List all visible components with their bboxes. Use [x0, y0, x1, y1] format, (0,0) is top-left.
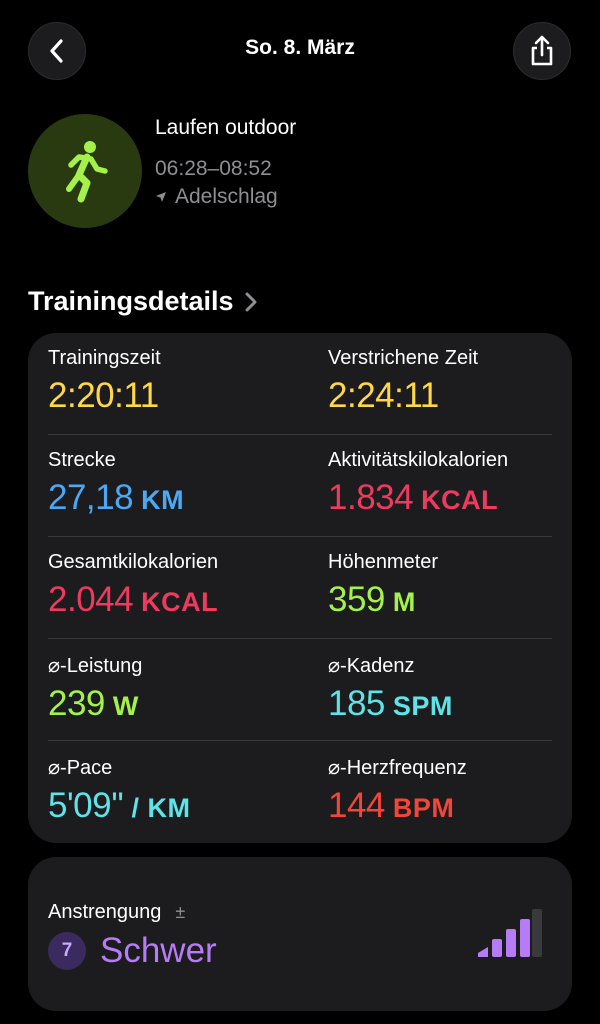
- effort-bars-icon: [478, 909, 542, 957]
- metric-avg-pace: ⌀-Pace 5'09'' / KM: [48, 755, 190, 826]
- metric-value: 1.834 KCAL: [328, 478, 499, 517]
- effort-bar-1: [478, 947, 488, 957]
- share-icon: [531, 35, 553, 66]
- metric-label: Strecke: [48, 449, 116, 471]
- chevron-right-icon: [245, 292, 257, 311]
- metric-total-calories: Gesamtkilokalorien 2.044 KCAL: [48, 551, 218, 620]
- metric-label: ⌀-Herzfrequenz: [328, 757, 467, 779]
- location-name: Adelschlag: [175, 185, 278, 208]
- metric-label: ⌀-Leistung: [48, 655, 143, 677]
- metric-avg-power: ⌀-Leistung 239 W: [48, 653, 142, 724]
- metric-distance: Strecke 27,18 KM: [48, 449, 184, 518]
- effort-bar-5: [532, 909, 542, 957]
- metric-value: 2:24:11: [328, 376, 439, 415]
- effort-bar-4: [520, 919, 530, 957]
- effort-level-row: 7 Schwer: [48, 931, 217, 971]
- effort-level-badge: 7: [48, 932, 86, 970]
- metric-value: 2:20:11: [48, 376, 159, 415]
- effort-label: Anstrengung: [48, 901, 162, 923]
- metric-value: 5'09'' / KM: [48, 786, 191, 825]
- metric-value: 144 BPM: [328, 786, 455, 825]
- effort-bar-2: [492, 939, 502, 957]
- metrics-row: ⌀-Pace 5'09'' / KM ⌀-Herzfrequenz 144 BPM: [48, 741, 552, 843]
- metric-unit: / KM: [131, 793, 191, 823]
- metric-label: Trainingszeit: [48, 347, 161, 369]
- metrics-row: Strecke 27,18 KM Aktivitätskilokalorien 1…: [48, 435, 552, 537]
- metrics-row: Gesamtkilokalorien 2.044 KCAL Höhenmeter …: [48, 537, 552, 639]
- metric-elevation-gain: Höhenmeter 359 M: [328, 551, 438, 620]
- metric-elapsed-time: Verstrichene Zeit 2:24:11: [328, 347, 478, 416]
- back-button[interactable]: [28, 22, 86, 80]
- divider: [48, 434, 552, 435]
- metric-unit: W: [112, 691, 139, 721]
- training-details-card: Trainingszeit 2:20:11 Verstrichene Zeit …: [28, 333, 572, 843]
- location-arrow-icon: [156, 192, 166, 202]
- metric-label: Aktivitätskilokalorien: [328, 449, 509, 471]
- workout-time-range: 06:28–08:52: [155, 157, 272, 180]
- metric-avg-heart-rate: ⌀-Herzfrequenz 144 BPM: [328, 755, 467, 826]
- metrics-row: Trainingszeit 2:20:11 Verstrichene Zeit …: [48, 333, 552, 435]
- page-title: So. 8. März: [245, 36, 355, 59]
- metric-active-calories: Aktivitätskilokalorien 1.834 KCAL: [328, 449, 508, 518]
- workout-name: Laufen outdoor: [155, 116, 297, 139]
- metric-label: ⌀-Kadenz: [328, 655, 415, 677]
- section-title: Trainingsdetails: [28, 286, 234, 316]
- metric-unit: KCAL: [141, 587, 219, 617]
- effort-label-row: Anstrengung ±: [48, 901, 185, 924]
- metric-unit: SPM: [392, 691, 453, 721]
- metric-value: 27,18 KM: [48, 478, 185, 517]
- metric-label: Höhenmeter: [328, 551, 439, 573]
- share-button[interactable]: [513, 22, 571, 80]
- divider: [48, 740, 552, 741]
- running-figure-icon: [66, 141, 108, 203]
- metric-label: ⌀-Pace: [48, 757, 113, 779]
- metric-training-time: Trainingszeit 2:20:11: [48, 347, 161, 416]
- metric-label: Verstrichene Zeit: [328, 347, 479, 369]
- effort-adjust-icon[interactable]: ±: [175, 902, 186, 922]
- metric-unit: BPM: [392, 793, 455, 823]
- workout-badge: [28, 114, 142, 228]
- chevron-left-icon: [50, 39, 63, 63]
- workout-location: Adelschlag: [155, 185, 278, 209]
- divider: [48, 536, 552, 537]
- metric-unit: KM: [141, 485, 185, 515]
- metric-unit: KCAL: [421, 485, 499, 515]
- metric-label: Gesamtkilokalorien: [48, 551, 219, 573]
- training-details-header[interactable]: Trainingsdetails: [28, 286, 258, 317]
- effort-bar-3: [506, 929, 516, 957]
- effort-card[interactable]: Anstrengung ± 7 Schwer: [28, 857, 572, 1011]
- metric-value: 185 SPM: [328, 684, 453, 723]
- metric-unit: M: [392, 587, 416, 617]
- divider: [48, 638, 552, 639]
- metrics-row: ⌀-Leistung 239 W ⌀-Kadenz 185 SPM: [48, 639, 552, 741]
- effort-level-text: Schwer: [100, 931, 217, 970]
- metric-value: 239 W: [48, 684, 139, 723]
- metric-avg-cadence: ⌀-Kadenz 185 SPM: [328, 653, 453, 724]
- metric-value: 359 M: [328, 580, 416, 619]
- metric-value: 2.044 KCAL: [48, 580, 219, 619]
